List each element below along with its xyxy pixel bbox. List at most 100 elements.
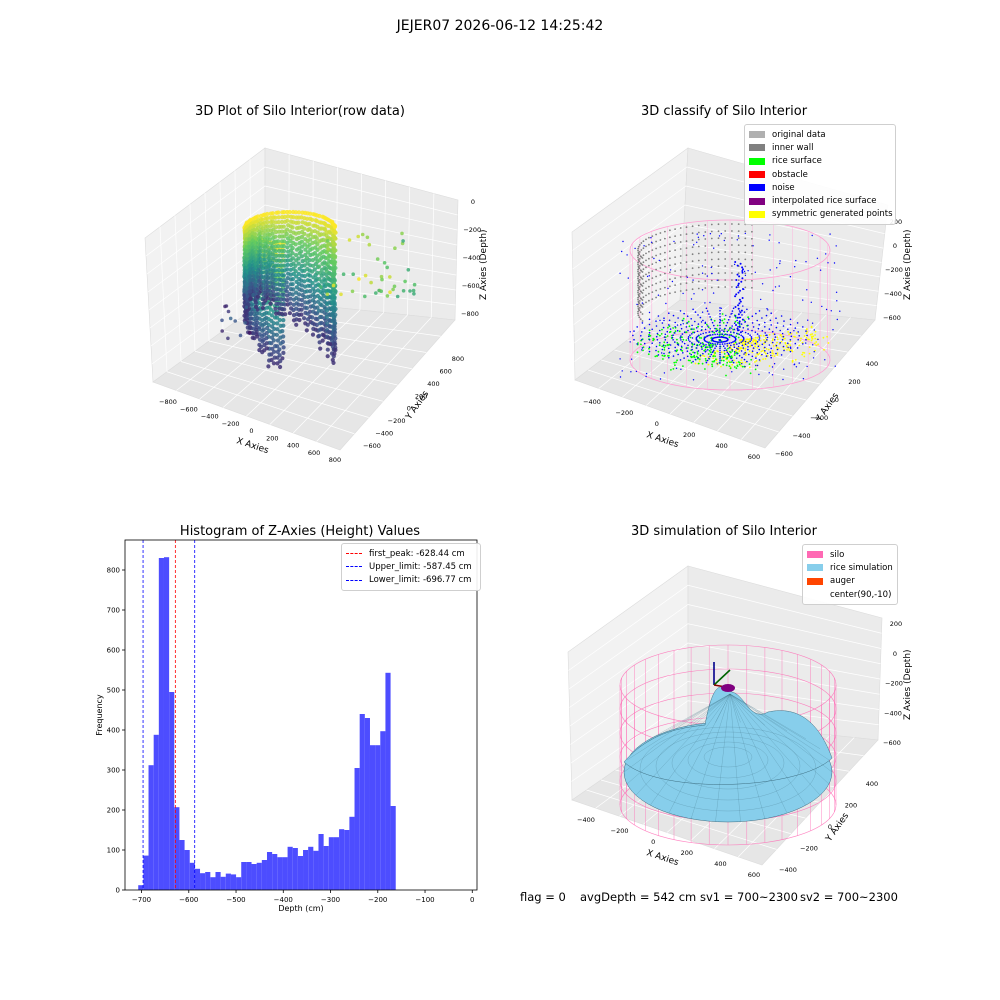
inner-wall-point (655, 275, 657, 278)
noise-point (741, 270, 744, 272)
inner-wall-point (751, 251, 753, 254)
inner-wall-point (645, 252, 647, 255)
panel1-title: 3D Plot of Silo Interior(row data) (195, 104, 405, 119)
data-point (288, 296, 293, 301)
inner-wall-point (655, 296, 657, 299)
histogram-bar (256, 862, 262, 890)
noise-point (680, 327, 683, 330)
noise-point (705, 331, 707, 334)
rice-surface-point (700, 337, 703, 339)
inner-wall-point (704, 231, 707, 233)
rice-surface-point (723, 353, 726, 355)
rice-surface-point (636, 351, 639, 354)
inner-wall-point (674, 242, 676, 245)
rice-surface-point (712, 355, 715, 358)
legend-line-swatch (346, 566, 362, 568)
symmetric-point (765, 337, 767, 340)
data-point (403, 279, 407, 284)
noise-point (738, 298, 741, 301)
noise-point (674, 326, 676, 328)
gridline (145, 166, 458, 257)
legend-swatch (749, 144, 765, 152)
noise-point (729, 328, 731, 330)
inner-wall-point (744, 237, 747, 240)
noise-point (766, 339, 768, 341)
data-point (375, 257, 380, 261)
noise-point (687, 337, 690, 340)
symmetric-point (766, 354, 769, 357)
inner-wall-point (724, 251, 727, 253)
rice-surface-point (692, 331, 694, 334)
rice-surface-point (732, 328, 734, 331)
noise-point (686, 276, 688, 278)
inner-wall-point (645, 266, 647, 269)
noise-point (704, 302, 706, 304)
symmetric-point (783, 337, 786, 340)
data-point (275, 327, 280, 332)
panel1-y-tick: −200 (388, 417, 406, 425)
panel1-y-tick: −400 (375, 430, 393, 438)
data-point (285, 218, 290, 223)
histogram-bar (390, 806, 396, 890)
inner-wall-point (674, 291, 676, 293)
panel4-x-tick: 0 (651, 838, 655, 846)
histogram-bar (375, 745, 381, 890)
inner-wall-point (655, 240, 657, 243)
data-point (265, 240, 270, 245)
noise-point (719, 336, 721, 338)
noise-point (739, 289, 741, 292)
noise-point (836, 300, 838, 302)
noise-point (740, 341, 742, 344)
noise-point (695, 338, 698, 340)
noise-point (680, 323, 682, 326)
gridline (234, 170, 238, 321)
data-point (269, 335, 275, 340)
panel1-tick-labels: −800−600−400−2000200400600800−600−400−20… (159, 198, 481, 464)
inner-wall-point (637, 273, 640, 276)
inner-wall-point (640, 242, 643, 244)
gridline (573, 242, 880, 325)
noise-point (633, 330, 635, 332)
histogram-bar (297, 856, 304, 890)
inner-wall-point (638, 293, 641, 295)
data-point (233, 319, 237, 323)
noise-point (765, 314, 768, 317)
data-point (265, 220, 270, 225)
noise-point (824, 359, 826, 361)
data-point (296, 302, 301, 307)
noise-point (702, 319, 704, 322)
data-point (305, 216, 310, 221)
noise-point (802, 326, 804, 328)
rice-surface-point (693, 354, 696, 357)
inner-wall-point (637, 247, 639, 250)
noise-point (706, 359, 709, 362)
noise-point (693, 244, 695, 246)
panel2-y-tick: 0 (835, 396, 839, 404)
noise-point (716, 336, 719, 339)
rice-surface-point (662, 358, 664, 360)
histogram-bar (308, 846, 314, 890)
data-point (411, 288, 416, 293)
data-point (276, 220, 281, 225)
symmetric-point (754, 345, 757, 348)
rice-surface-point (693, 356, 696, 359)
noise-point (719, 343, 721, 346)
noise-point (768, 372, 770, 374)
symmetric-point (758, 352, 761, 355)
noise-point (805, 330, 807, 332)
data-point (220, 329, 224, 333)
rice-surface-point (682, 317, 685, 320)
data-point (248, 331, 252, 335)
noise-point (712, 292, 715, 294)
data-point (258, 253, 263, 258)
mesh-ring (703, 746, 753, 768)
inner-wall-point (648, 236, 650, 239)
inner-wall-point (637, 261, 639, 264)
symmetric-point (703, 355, 706, 358)
data-point (284, 289, 289, 294)
inner-wall-point (674, 228, 676, 231)
data-point (226, 336, 230, 341)
histogram-bar (148, 765, 154, 890)
sv2-readout: sv2 = 700~2300 (800, 890, 898, 904)
figure-title: JEJER07 2026-06-12 14:25:42 (396, 18, 604, 34)
